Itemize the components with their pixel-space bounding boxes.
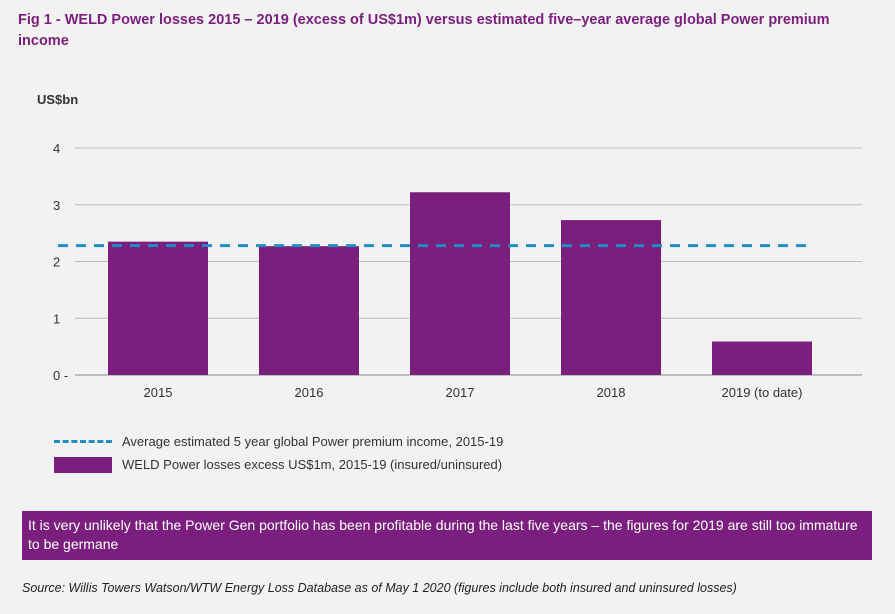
callout-box: It is very unlikely that the Power Gen p…: [22, 511, 872, 560]
legend-label-average: Average estimated 5 year global Power pr…: [122, 434, 504, 449]
x-tick-label: 2019 (to date): [722, 385, 803, 400]
y-tick-label: 1: [53, 311, 60, 326]
legend-label-losses: WELD Power losses excess US$1m, 2015-19 …: [122, 457, 503, 472]
y-tick-label: 3: [53, 198, 60, 213]
bar: [108, 241, 208, 375]
legend-item-losses-bar: WELD Power losses excess US$1m, 2015-19 …: [54, 453, 503, 476]
legend: Average estimated 5 year global Power pr…: [54, 430, 503, 476]
bar-chart: US$bn 0 - 1 2 3 4 2015 2016 2017 2018 2019 (to dat…: [37, 92, 862, 400]
bar: [410, 192, 510, 375]
y-tick-label: 2: [53, 255, 60, 270]
x-tick-label: 2016: [295, 385, 324, 400]
bar: [561, 220, 661, 375]
source-note: Source: Willis Towers Watson/WTW Energy …: [22, 581, 737, 595]
x-tick-label: 2015: [144, 385, 173, 400]
x-tick-label: 2018: [597, 385, 626, 400]
x-tick-label: 2017: [446, 385, 475, 400]
figure-title: Fig 1 - WELD Power losses 2015 – 2019 (e…: [18, 12, 830, 49]
y-axis-label: US$bn: [37, 92, 78, 107]
bar: [259, 246, 359, 375]
legend-dash-swatch: [54, 440, 112, 443]
y-tick-label: 4: [53, 141, 60, 156]
legend-bar-swatch: [54, 456, 112, 473]
legend-item-average-line: Average estimated 5 year global Power pr…: [54, 430, 503, 453]
bar: [712, 341, 812, 375]
y-tick-label: 0 -: [53, 368, 68, 383]
